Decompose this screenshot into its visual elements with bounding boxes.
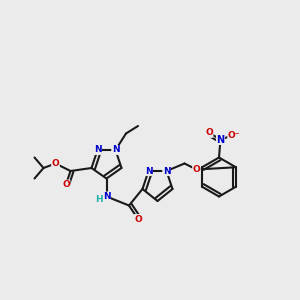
- Text: N: N: [94, 146, 101, 154]
- Text: H: H: [95, 195, 103, 204]
- Text: N: N: [145, 167, 152, 176]
- Text: N: N: [112, 146, 119, 154]
- Text: N: N: [163, 167, 170, 176]
- Text: O: O: [52, 159, 59, 168]
- Text: O: O: [62, 180, 70, 189]
- Text: N: N: [103, 192, 110, 201]
- Text: N: N: [216, 134, 225, 145]
- Text: O⁻: O⁻: [228, 130, 240, 140]
- Text: O: O: [134, 214, 142, 224]
- Text: O: O: [193, 165, 200, 174]
- Text: O: O: [205, 128, 213, 137]
